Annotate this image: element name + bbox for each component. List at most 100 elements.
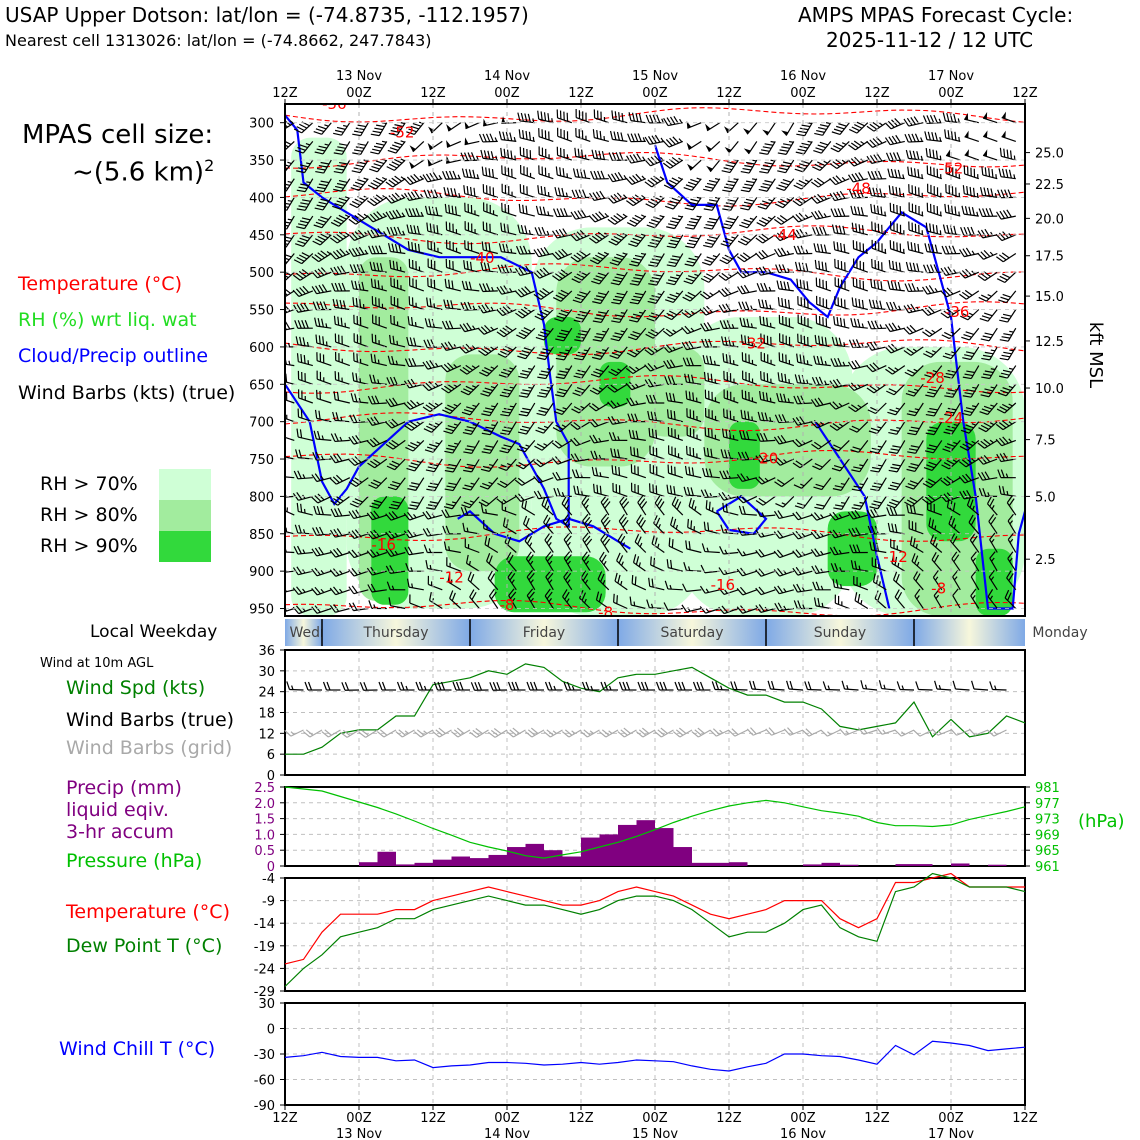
upper-air-wind-barb [611, 110, 628, 124]
barb-staff [427, 230, 443, 236]
upper-air-wind-barb [627, 327, 647, 341]
barb-full-flag [526, 167, 528, 176]
barb-full-flag [942, 224, 947, 234]
barb-full-flag [858, 224, 861, 233]
barb-full-flag [445, 320, 450, 329]
barb-staff [1001, 117, 1017, 124]
barb-half-flag [639, 311, 644, 314]
upper-air-wind-barb [811, 159, 832, 171]
rh-bin-label-90: RH > 90% [40, 535, 138, 557]
barb-staff [485, 346, 499, 356]
barb-full-flag [544, 167, 547, 177]
barb-staff [688, 308, 702, 319]
upper-air-wind-barb [461, 168, 480, 180]
barb-full-flag [948, 166, 951, 175]
barb-full-flag [320, 180, 330, 184]
barb-staff [483, 192, 498, 198]
barb-full-flag [838, 225, 842, 234]
barb-full-flag [858, 299, 861, 308]
upper-air-wind-barb [736, 252, 758, 263]
barb-half-flag [326, 251, 331, 255]
barb-staff [540, 290, 554, 300]
barb-full-flag [356, 315, 359, 325]
upper-air-wind-barb [627, 133, 646, 143]
upper-air-wind-barb [464, 202, 480, 217]
barb-full-flag [616, 131, 620, 141]
upper-air-wind-barb [977, 228, 998, 239]
barb-half-flag [934, 287, 938, 293]
barb-full-flag [600, 111, 602, 121]
barb-full-flag [838, 123, 847, 127]
barb-full-flag [444, 203, 447, 213]
barb-full-flag [317, 252, 325, 259]
barb-full-flag [853, 258, 855, 268]
barb-full-flag [522, 130, 525, 139]
barb-full-flag [478, 283, 484, 292]
barb-half-flag [344, 196, 350, 199]
barb-full-flag [298, 167, 307, 171]
barb-staff [838, 140, 850, 153]
barb-full-flag [315, 285, 321, 294]
barb-full-flag [719, 259, 728, 265]
barb-full-flag [884, 137, 891, 146]
barb-full-flag [574, 339, 583, 342]
barb-staff [635, 234, 647, 247]
barb-full-flag [551, 252, 559, 260]
upper-air-wind-barb [814, 259, 831, 273]
barb-full-flag [433, 242, 436, 251]
upper-air-wind-barb [519, 184, 535, 198]
barb-staff [353, 341, 369, 348]
barb-half-flag [437, 247, 439, 253]
barb-full-flag [944, 129, 947, 138]
barb-full-flag [961, 291, 970, 298]
barb-staff [816, 322, 831, 329]
barb-half-flag [381, 176, 387, 180]
barb-full-flag [446, 299, 450, 309]
upper-air-wind-barb [389, 259, 406, 273]
barb-full-flag [332, 205, 341, 210]
barb-full-flag [560, 309, 570, 314]
barb-staff [600, 309, 610, 323]
barb-full-flag [275, 308, 281, 317]
barb-staff [372, 304, 387, 311]
barb-half-flag [690, 310, 695, 315]
barb-full-flag [951, 186, 954, 195]
barb-full-flag [357, 229, 365, 237]
barb-full-flag [978, 296, 987, 302]
barb-staff [464, 210, 480, 217]
upper-air-wind-barb [501, 165, 517, 180]
barb-full-flag [563, 111, 565, 121]
barb-full-flag [952, 167, 954, 176]
barb-staff [520, 137, 535, 142]
barb-full-flag [666, 245, 676, 249]
barb-full-flag [978, 208, 983, 217]
barb-full-flag [590, 170, 595, 180]
barb-full-flag [579, 229, 587, 237]
barb-full-flag [433, 224, 436, 233]
barb-full-flag [724, 237, 734, 242]
barb-full-flag [705, 223, 715, 227]
barb-full-flag [460, 152, 465, 161]
barb-half-flag [690, 327, 695, 332]
barb-full-flag [725, 220, 735, 224]
barb-staff [835, 178, 850, 186]
barb-full-flag [813, 195, 821, 203]
barb-full-flag [359, 317, 362, 326]
upper-air-wind-barb [908, 202, 924, 217]
barb-full-flag [835, 175, 843, 183]
barb-full-flag [815, 226, 820, 236]
barb-full-flag [351, 200, 361, 206]
upper-air-wind-barb [570, 209, 591, 220]
barb-staff [557, 252, 573, 260]
barb-full-flag [480, 348, 489, 354]
barb-staff [741, 325, 757, 329]
barb-full-flag [981, 315, 991, 320]
barb-half-flag [381, 285, 384, 290]
barb-full-flag [709, 199, 718, 202]
barb-full-flag [1006, 149, 1009, 159]
barb-full-flag [867, 320, 872, 330]
barb-full-flag [351, 170, 361, 174]
upper-air-wind-barb [978, 290, 998, 302]
barb-full-flag [541, 226, 546, 236]
barb-full-flag [356, 334, 359, 343]
